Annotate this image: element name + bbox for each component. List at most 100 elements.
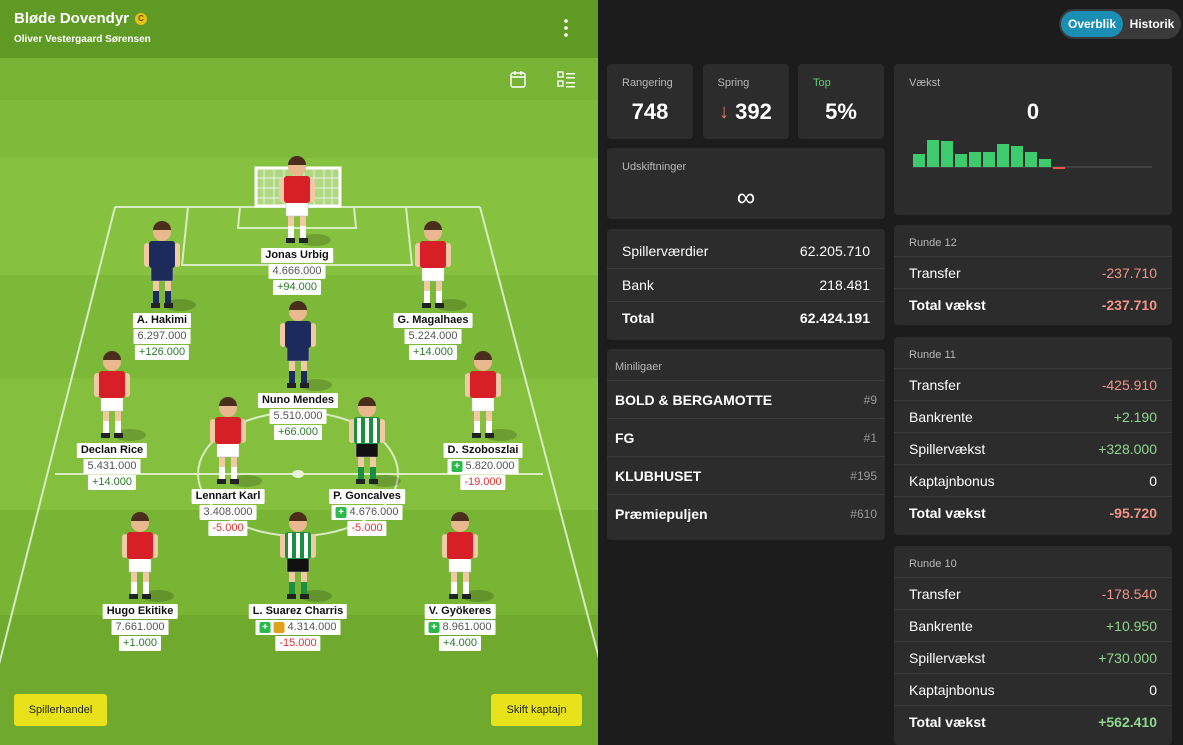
growth-bar [983, 152, 995, 167]
value-amount: 62.424.191 [799, 310, 870, 326]
captain-button[interactable]: Skift kaptajn [491, 694, 582, 726]
growth-value: 0 [1026, 99, 1040, 124]
arm [310, 534, 316, 558]
value-label: Total [622, 310, 655, 326]
value-row: Spillerværdier 62.205.710 [607, 235, 885, 267]
stripe [0, 58, 598, 100]
sock [301, 371, 307, 383]
growth-label: Vækst [909, 77, 941, 89]
shirt-stripe [373, 418, 377, 443]
round-label: Transfer [909, 586, 961, 602]
sock [165, 291, 171, 303]
arm [442, 534, 448, 558]
round-amount: -237.710 [1101, 297, 1157, 313]
substitutions-value: ∞ [736, 182, 756, 212]
player-name: L. Suarez Charris [248, 604, 348, 619]
player-change: +14.000 [408, 345, 458, 360]
arm [124, 373, 130, 397]
manager-name: Oliver Vestergaard Sørensen [14, 34, 151, 45]
player-name: D. Szoboszlai [443, 443, 523, 458]
player-name: Hugo Ekitike [102, 604, 178, 619]
arm [445, 243, 451, 267]
player-figure [280, 512, 332, 602]
league-row[interactable]: Præmiepuljen #610 [607, 494, 885, 533]
plus-icon: + [259, 622, 271, 633]
boot [101, 433, 110, 438]
league-name: BOLD & BERGAMOTTE [615, 392, 773, 408]
growth-bar [927, 140, 939, 167]
shirt [149, 241, 175, 268]
arm [415, 243, 421, 267]
round-amount: +562.410 [1098, 714, 1157, 730]
pitch-panel: Bløde Dovendyr C Oliver Vestergaard Søre… [0, 0, 598, 745]
round-card: Runde 11 Transfer -425.910 Bankrente +2.190 S… [894, 337, 1172, 535]
boot [287, 594, 296, 599]
player-figure [279, 156, 331, 246]
round-label: Bankrente [909, 409, 973, 425]
growth-bar [1039, 159, 1051, 167]
league-row[interactable]: KLUBHUSET #195 [607, 456, 885, 495]
player-change: -19.000 [460, 475, 506, 490]
overview-panel: Overblik Historik Rangering 748 Spring ↓ 392… [598, 0, 1183, 745]
list-box [557, 80, 564, 87]
arm [310, 323, 316, 347]
hair [358, 397, 376, 406]
tab-active[interactable]: Overblik [1061, 11, 1123, 37]
shirt [420, 241, 446, 268]
round-label: Spillervækst [909, 650, 986, 666]
list-line [566, 77, 575, 79]
arm [94, 373, 100, 397]
round-label: Total vækst [909, 297, 986, 313]
values-card: Spillerværdier 62.205.710 Bank 218.481 Total… [607, 229, 885, 340]
player-name: P. Goncalves [329, 489, 405, 504]
boot [114, 433, 123, 438]
list-box [557, 71, 564, 78]
round-row: Transfer -178.540 [894, 577, 1172, 610]
list-icon[interactable] [557, 71, 575, 88]
value-label: Bank [622, 277, 654, 293]
arm [309, 178, 315, 202]
arm [174, 243, 180, 267]
growth-bar [997, 144, 1009, 167]
growth-bar [969, 152, 981, 167]
round-label: Kaptajnbonus [909, 682, 995, 698]
calendar-icon[interactable] [510, 71, 526, 88]
round-amount: 0 [1149, 682, 1157, 698]
sock [219, 467, 225, 479]
round-amount: 0 [1149, 473, 1157, 489]
round-label: Spillervækst [909, 441, 986, 457]
trade-button[interactable]: Spillerhandel [14, 694, 107, 726]
growth-bar [1053, 167, 1065, 169]
arm [240, 419, 246, 443]
arm [379, 419, 385, 443]
player-change: -5.000 [208, 521, 248, 536]
round-title: Runde 12 [909, 237, 957, 249]
player-value-box: 5.510.000 [269, 409, 327, 424]
league-rank: #195 [850, 469, 877, 483]
sock [115, 421, 121, 433]
boot [230, 479, 239, 484]
boot [300, 383, 309, 388]
stat-value: 748 [607, 99, 693, 125]
player-value-box: 5.224.000 [404, 329, 462, 344]
round-card: Runde 10 Transfer -178.540 Bankrente +10.950… [894, 546, 1172, 745]
boot [286, 238, 295, 243]
round-label: Bankrente [909, 618, 973, 634]
player-value: 4.676.000 [349, 506, 399, 518]
league-row[interactable]: BOLD & BERGAMOTTE #9 [607, 380, 885, 419]
hair [131, 512, 149, 521]
round-row: Kaptajnbonus 0 [894, 673, 1172, 706]
calendar-top [511, 71, 525, 78]
tab[interactable]: Historik [1129, 17, 1175, 31]
hair [288, 156, 306, 165]
hair [474, 351, 492, 360]
league-rank: #610 [850, 507, 877, 521]
stat-card: Spring ↓ 392 [702, 64, 789, 139]
menu-dot [564, 19, 568, 23]
growth-bar [913, 154, 925, 167]
sock [486, 421, 492, 433]
shirt [447, 532, 473, 559]
arm [280, 323, 286, 347]
league-row[interactable]: FG #1 [607, 418, 885, 457]
shirt-stripe [304, 533, 308, 558]
